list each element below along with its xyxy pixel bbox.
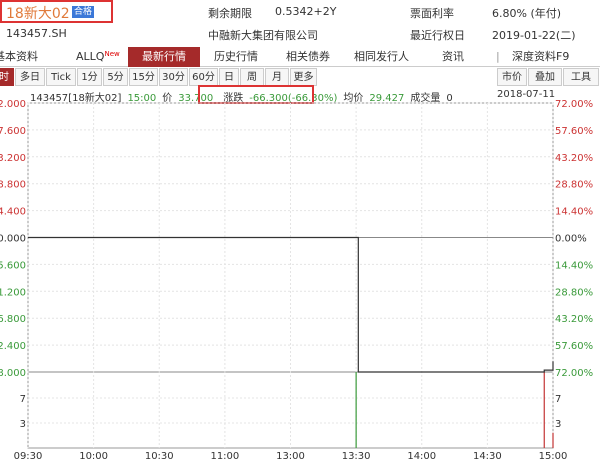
y-right-tick: 14.40% — [555, 260, 593, 271]
quote-info: 143457[18新大02] 15:00 价 33.700 涨跌 -66.300(-66.… — [30, 89, 459, 104]
period-button[interactable]: 30分 — [159, 68, 188, 86]
period-button[interactable]: 1分 — [77, 68, 102, 86]
tab-basic[interactable]: 基本资料 — [0, 50, 38, 63]
y-right-tick: 14.40% — [555, 207, 593, 218]
tab-allq-label: ALLQ — [76, 50, 105, 63]
tool-button[interactable]: 工具 — [563, 68, 599, 86]
bond-name: 18新大02 — [6, 6, 70, 22]
tab-news[interactable]: 资讯 — [442, 50, 464, 63]
y-left-tick: 42.400 — [0, 341, 26, 352]
y-right-tick: 57.60% — [555, 126, 593, 137]
period-toolbar: 时多日 Tick 1分 5分 15分 30分 60分日周月更多 市价 叠加 工具 — [0, 68, 600, 86]
tab-same-issuer[interactable]: 相同发行人 — [354, 50, 409, 63]
volume-tick: 7 — [20, 394, 26, 405]
tab-separator: | — [496, 50, 500, 63]
tab-latest[interactable]: 最新行情 — [128, 47, 200, 67]
avg-label: 均价 — [343, 93, 364, 104]
x-tick: 10:30 — [145, 451, 174, 462]
volume-tick: 3 — [20, 419, 26, 430]
tab-related[interactable]: 相关债券 — [286, 50, 330, 63]
y-left-tick: 114.400 — [0, 207, 26, 218]
change-value: -66.300(-66.30%) — [249, 93, 338, 104]
exercise-value: 2019-01-22(二) — [492, 29, 576, 42]
remaining-value: 0.5342+2Y — [275, 5, 337, 18]
remaining-label: 剩余期限 — [208, 7, 252, 20]
volume-value: 0 — [446, 93, 453, 104]
volume-tick: 7 — [555, 394, 561, 405]
x-tick: 13:30 — [342, 451, 371, 462]
period-button[interactable]: Tick — [46, 68, 76, 86]
y-right-tick: 28.80% — [555, 180, 593, 191]
y-right-tick: 72.00% — [555, 99, 593, 110]
y-right-tick: 72.00% — [555, 368, 593, 379]
y-right-tick: 28.80% — [555, 287, 593, 298]
tab-f9[interactable]: 深度资料F9 — [512, 50, 570, 63]
y-left-tick: 100.000 — [0, 234, 26, 245]
tool-button[interactable]: 市价 — [497, 68, 527, 86]
bond-title-box — [0, 0, 113, 23]
y-left-tick: 28.000 — [0, 368, 26, 379]
y-right-tick: 43.20% — [555, 153, 593, 164]
issuer: 中融新大集团有限公司 — [208, 29, 318, 42]
info-time: 15:00 — [127, 93, 157, 104]
period-button[interactable]: 多日 — [15, 68, 45, 86]
x-tick: 11:00 — [210, 451, 239, 462]
coupon-label: 票面利率 — [410, 7, 454, 20]
period-button[interactable]: 时 — [0, 68, 14, 86]
y-left-tick: 56.800 — [0, 314, 26, 325]
period-button[interactable]: 5分 — [103, 68, 128, 86]
y-right-tick: 43.20% — [555, 314, 593, 325]
y-right-tick: 0.00% — [555, 234, 587, 245]
y-left-tick: 157.600 — [0, 126, 26, 137]
tab-history[interactable]: 历史行情 — [214, 50, 258, 63]
y-left-tick: 85.600 — [0, 260, 26, 271]
x-tick: 10:00 — [79, 451, 108, 462]
rating-badge: 合格 — [72, 6, 95, 18]
x-tick: 15:00 — [539, 451, 568, 462]
new-badge: New — [104, 50, 120, 58]
bond-code: 143457.SH — [6, 27, 67, 40]
quote-date: 2018-07-11 — [497, 89, 556, 100]
exercise-label: 最近行权日 — [410, 29, 465, 42]
volume-label: 成交量 — [410, 93, 441, 104]
y-left-tick: 71.200 — [0, 287, 26, 298]
y-left-tick: 128.800 — [0, 180, 26, 191]
coupon-value: 6.80% (年付) — [492, 7, 562, 20]
x-tick: 13:00 — [276, 451, 305, 462]
price-label: 价 — [162, 93, 173, 104]
change-label: 涨跌 — [223, 93, 244, 104]
info-code: 143457[18新大02] — [30, 93, 122, 104]
x-tick: 14:30 — [473, 451, 502, 462]
y-left-tick: 143.200 — [0, 153, 26, 164]
y-left-tick: 172.000 — [0, 99, 26, 110]
x-tick: 09:30 — [14, 451, 43, 462]
tool-button[interactable]: 叠加 — [528, 68, 562, 86]
price-line — [28, 236, 554, 373]
x-tick: 14:00 — [407, 451, 436, 462]
y-right-tick: 57.60% — [555, 341, 593, 352]
period-button[interactable]: 15分 — [129, 68, 158, 86]
avg-value: 29.427 — [369, 93, 405, 104]
volume-tick: 3 — [555, 419, 561, 430]
price-value: 33.700 — [178, 93, 214, 104]
tab-allq[interactable]: ALLQ New — [76, 47, 120, 67]
